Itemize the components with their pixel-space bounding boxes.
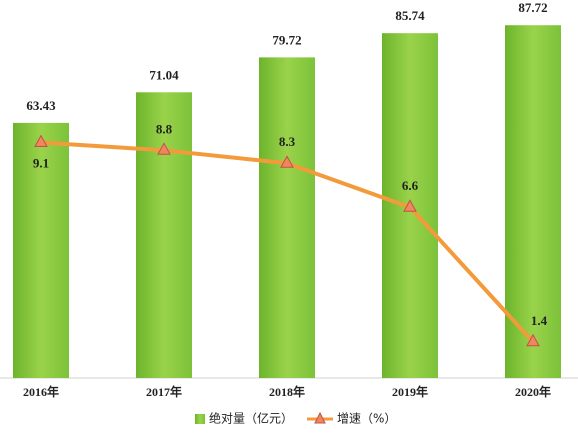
line-value-label: 6.6 — [402, 178, 419, 193]
bar-value-label: 79.72 — [272, 32, 301, 47]
legend-swatch-marker — [314, 411, 326, 424]
line-marker — [526, 333, 540, 347]
x-tick-label: 2019年 — [392, 384, 428, 399]
bar — [13, 122, 69, 378]
x-tick-label: 2018年 — [269, 384, 305, 399]
legend-label: 增速（%） — [337, 412, 396, 426]
line-marker — [157, 142, 171, 155]
line-value-label: 1.4 — [531, 313, 548, 328]
bar — [259, 57, 315, 378]
line-marker — [34, 134, 48, 148]
x-tick-label: 2020年 — [515, 384, 551, 399]
line-value-label: 9.1 — [33, 156, 49, 171]
x-tick-label: 2016年 — [23, 384, 59, 399]
line-value-label: 8.3 — [279, 134, 296, 149]
x-tick-label: 2017年 — [146, 384, 182, 399]
bar-value-label: 63.43 — [26, 98, 56, 113]
bar-value-label: 85.74 — [395, 8, 425, 23]
legend-label: 绝对量（亿元） — [209, 411, 293, 426]
line-marker — [280, 155, 294, 168]
line-marker — [403, 199, 417, 212]
legend-swatch — [195, 414, 205, 424]
bar — [136, 92, 192, 378]
bar-value-label: 87.72 — [518, 0, 547, 15]
bar-value-label: 71.04 — [149, 67, 179, 82]
line-value-label: 8.8 — [156, 121, 173, 136]
